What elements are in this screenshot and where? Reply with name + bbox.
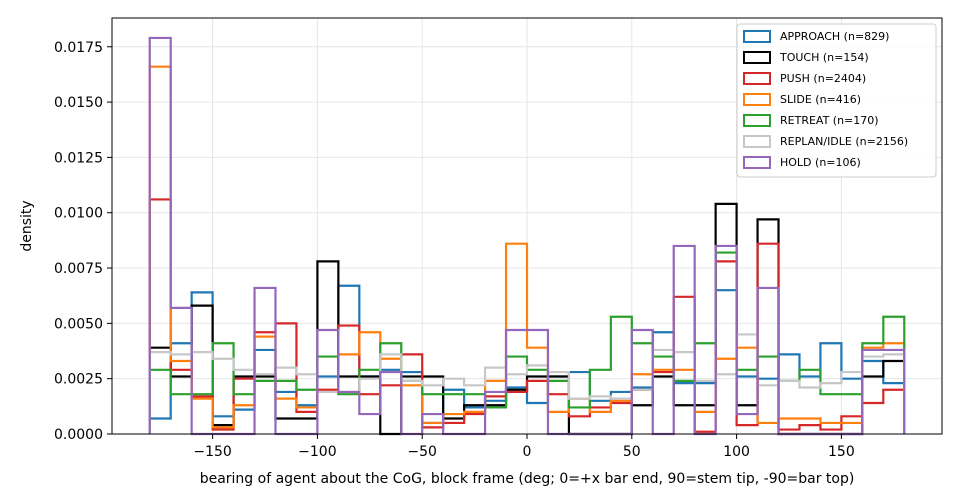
y-tick-label: 0.0075 (54, 261, 103, 277)
legend-label-touch: TOUCH (n=154) (779, 51, 869, 64)
legend-label-replan-idle: REPLAN/IDLE (n=2156) (780, 135, 908, 148)
legend-label-approach: APPROACH (n=829) (780, 30, 889, 43)
legend-swatch-slide (743, 93, 771, 106)
series-layer (148, 36, 906, 436)
y-tick-label: 0.0100 (54, 206, 103, 222)
legend-label-retreat: RETREAT (n=170) (780, 114, 879, 127)
legend-swatch-replan-idle (743, 135, 771, 148)
legend-label-push: PUSH (n=2404) (780, 72, 866, 85)
legend-swatch-approach (743, 30, 771, 43)
y-tick-label: 0.0150 (54, 95, 103, 111)
legend-label-hold: HOLD (n=106) (780, 156, 861, 169)
x-tick-label: 150 (828, 444, 855, 460)
legend: APPROACH (n=829) TOUCH (n=154) PUSH (n=240… (736, 23, 937, 178)
y-tick-label: 0.0050 (54, 316, 103, 332)
x-tick-label: 0 (523, 444, 532, 460)
y-tick-label: 0.0000 (54, 427, 103, 443)
x-tick-label: −100 (298, 444, 336, 460)
legend-swatch-push (743, 72, 771, 85)
x-tick-label: −50 (407, 444, 437, 460)
x-tick-label: 100 (723, 444, 750, 460)
legend-swatch-hold (743, 156, 771, 169)
legend-label-slide: SLIDE (n=416) (780, 93, 861, 106)
legend-swatch-touch (743, 51, 771, 64)
series-hold-step (148, 36, 906, 436)
legend-box (736, 23, 937, 178)
x-axis-label: bearing of agent about the CoG, block fr… (200, 471, 855, 487)
legend-swatch-retreat (743, 114, 771, 127)
tick-layer: −150 −100 −50 0 50 100 150 0.0000 0.0025 0.0050 0.… (54, 40, 855, 460)
y-tick-label: 0.0025 (54, 372, 103, 388)
x-tick-label: 50 (623, 444, 641, 460)
series-slide-step (148, 65, 906, 434)
series-touch-step (148, 202, 906, 436)
x-tick-label: −150 (193, 444, 231, 460)
y-tick-label: 0.0175 (54, 40, 103, 56)
y-tick-label: 0.0125 (54, 150, 103, 166)
y-axis-label: density (19, 200, 35, 251)
